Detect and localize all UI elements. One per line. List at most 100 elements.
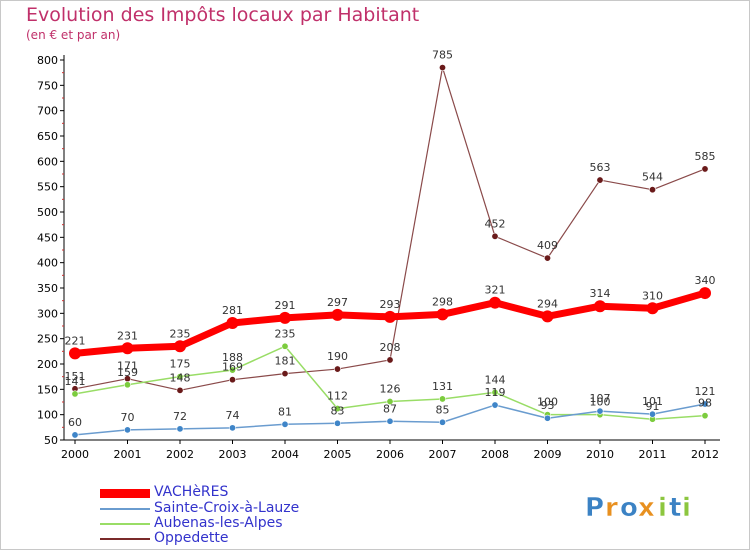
data-label: 171 xyxy=(117,360,138,373)
y-tick-label: 100 xyxy=(37,409,58,422)
y-tick-label: 250 xyxy=(37,333,58,346)
data-point xyxy=(594,300,606,313)
data-label: 91 xyxy=(646,400,660,413)
legend-swatch-sainte-croix xyxy=(100,502,154,517)
data-label: 98 xyxy=(698,397,712,410)
data-point xyxy=(333,365,341,373)
y-tick-label: 200 xyxy=(37,358,58,371)
data-label: 294 xyxy=(537,297,558,310)
data-point xyxy=(438,64,446,72)
legend-label-aubenas: Aubenas-les-Alpes xyxy=(154,515,283,531)
y-tick-label: 150 xyxy=(37,383,58,396)
data-label: 107 xyxy=(590,392,611,405)
y-tick-label: 750 xyxy=(37,79,58,92)
data-point xyxy=(281,370,289,378)
data-point xyxy=(541,310,554,323)
data-point xyxy=(491,232,499,240)
data-label: 281 xyxy=(222,304,243,317)
data-label: 148 xyxy=(170,371,191,384)
data-point xyxy=(176,425,184,433)
data-label: 297 xyxy=(327,296,348,309)
legend-swatch-aubenas xyxy=(100,517,154,532)
data-label: 321 xyxy=(485,284,506,297)
data-point xyxy=(229,424,237,432)
data-label: 235 xyxy=(170,327,191,340)
legend-label-oppedette: Oppedette xyxy=(154,530,229,546)
data-point xyxy=(543,254,551,262)
data-label: 70 xyxy=(121,411,135,424)
data-point xyxy=(438,418,446,426)
x-tick-label: 2000 xyxy=(61,448,89,461)
data-label: 188 xyxy=(222,351,243,364)
data-point xyxy=(648,186,656,194)
data-point xyxy=(386,417,394,425)
data-label: 126 xyxy=(380,382,401,395)
x-tick-label: 2001 xyxy=(114,448,142,461)
data-point xyxy=(543,414,551,422)
data-point xyxy=(438,395,446,403)
logo-letter: o xyxy=(620,493,638,523)
data-point xyxy=(176,373,184,381)
data-label: 409 xyxy=(537,239,558,252)
data-point xyxy=(124,426,132,434)
data-label: 190 xyxy=(327,350,348,363)
data-label: 452 xyxy=(485,217,506,230)
data-point xyxy=(384,310,396,323)
data-point xyxy=(226,316,239,329)
data-label: 101 xyxy=(642,395,663,408)
logo-letter: r xyxy=(605,493,618,523)
data-point xyxy=(124,381,132,389)
data-point xyxy=(229,376,237,384)
data-point xyxy=(648,410,656,418)
y-tick-label: 450 xyxy=(37,231,58,244)
data-point xyxy=(281,420,289,428)
data-label: 544 xyxy=(642,171,663,184)
data-label: 74 xyxy=(226,409,240,422)
x-tick-label: 2004 xyxy=(271,448,299,461)
data-point xyxy=(491,388,499,396)
logo-letter: i xyxy=(658,493,667,523)
data-label: 93 xyxy=(541,399,555,412)
data-label: 83 xyxy=(331,404,345,417)
y-tick-label: 600 xyxy=(37,155,58,168)
data-label: 60 xyxy=(68,416,82,429)
y-tick-label: 400 xyxy=(37,257,58,270)
data-point xyxy=(596,176,604,184)
data-label: 131 xyxy=(432,380,453,393)
data-point xyxy=(71,390,79,398)
data-point xyxy=(333,405,341,413)
data-label: 169 xyxy=(222,361,243,374)
y-tick-label: 50 xyxy=(44,434,58,447)
data-point xyxy=(491,401,499,409)
data-label: 119 xyxy=(485,386,506,399)
y-tick-label: 350 xyxy=(37,282,58,295)
x-tick-label: 2011 xyxy=(639,448,667,461)
data-label: 291 xyxy=(275,299,296,312)
logo-letter: t xyxy=(669,493,681,523)
data-label: 340 xyxy=(695,274,716,287)
y-tick-label: 650 xyxy=(37,130,58,143)
data-label: 144 xyxy=(485,373,506,386)
legend-label-sainte-croix: Sainte-Croix-à-Lauze xyxy=(154,500,300,516)
data-label: 81 xyxy=(278,405,292,418)
data-point xyxy=(436,308,449,321)
legend-swatch-oppedette xyxy=(100,532,154,547)
data-label: 181 xyxy=(275,355,296,368)
data-point xyxy=(701,400,709,408)
chart-title: Evolution des Impôts locaux par Habitant xyxy=(26,4,420,26)
x-tick-label: 2012 xyxy=(691,448,719,461)
data-label: 585 xyxy=(695,150,716,163)
x-tick-label: 2007 xyxy=(429,448,457,461)
x-tick-label: 2010 xyxy=(586,448,614,461)
data-label: 235 xyxy=(275,327,296,340)
data-point xyxy=(646,302,659,315)
data-point xyxy=(386,356,394,364)
data-label: 100 xyxy=(590,396,611,409)
y-tick-label: 800 xyxy=(37,54,58,67)
data-point xyxy=(701,412,709,420)
data-label: 563 xyxy=(590,161,611,174)
y-tick-label: 500 xyxy=(37,206,58,219)
data-point xyxy=(121,342,134,355)
